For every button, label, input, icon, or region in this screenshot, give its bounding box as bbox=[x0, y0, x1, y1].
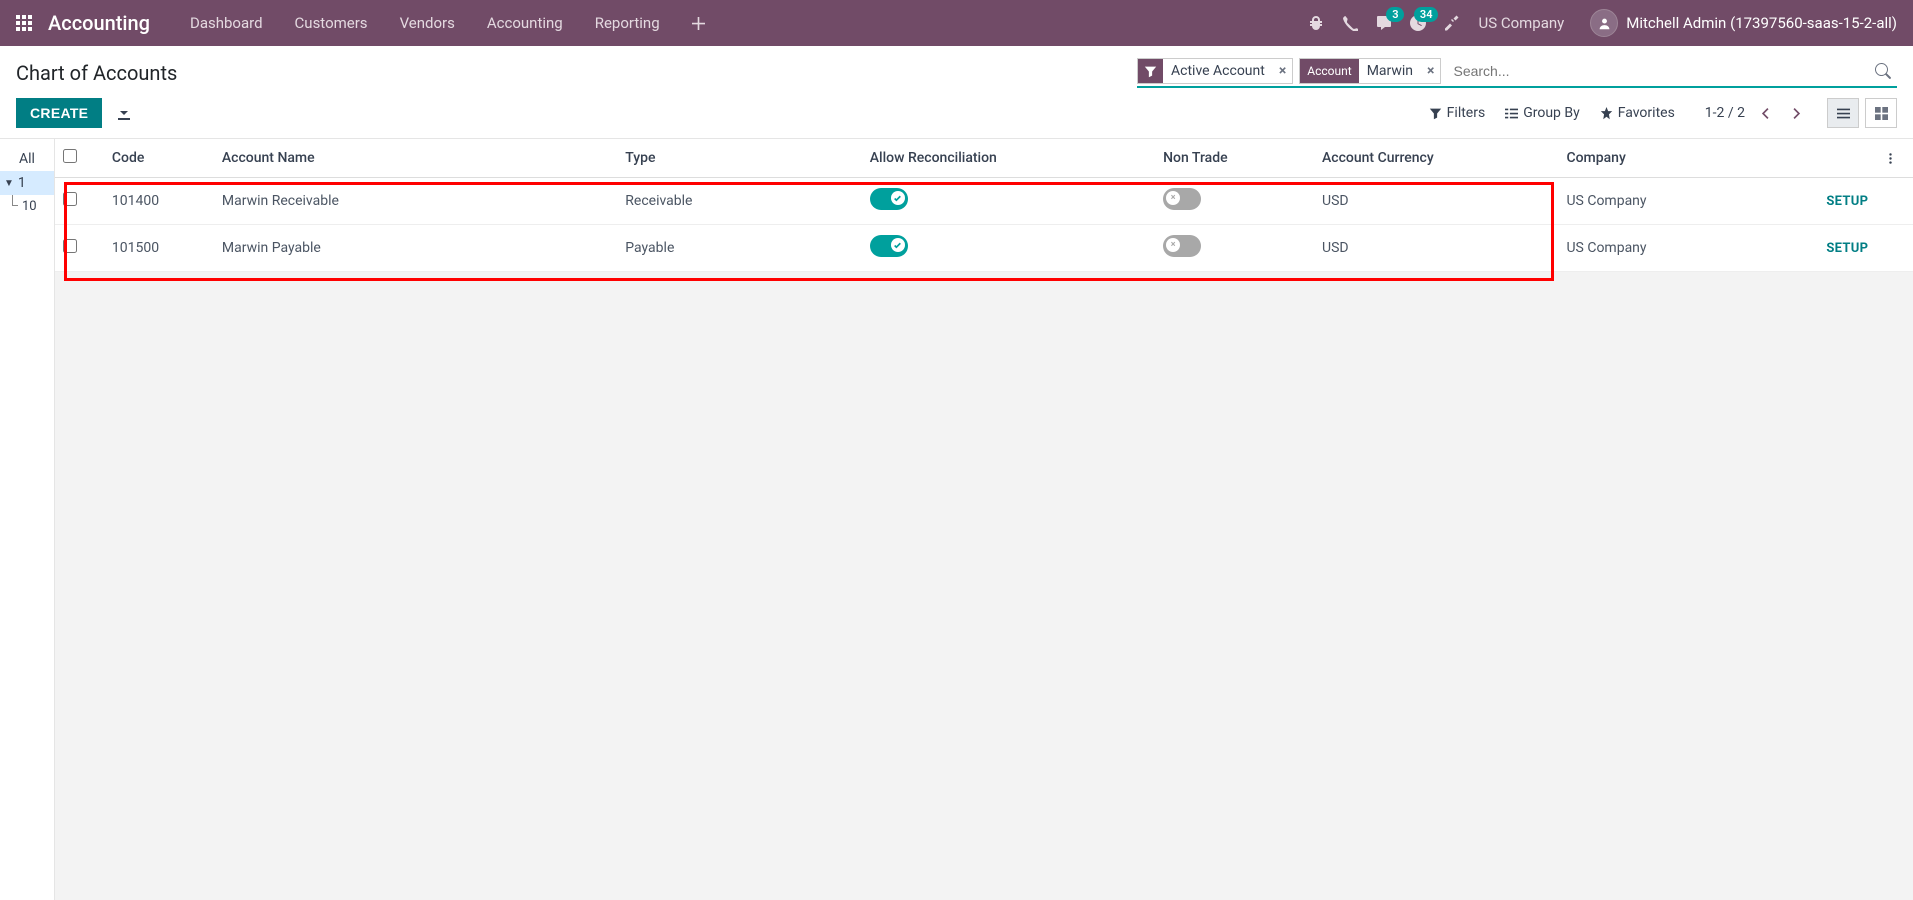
col-header-nontrade[interactable]: Non Trade bbox=[1155, 139, 1314, 178]
toggle-on[interactable] bbox=[870, 235, 908, 257]
groupby-button[interactable]: Group By bbox=[1505, 105, 1580, 121]
nav-link-reporting[interactable]: Reporting bbox=[579, 0, 676, 46]
sidebar-item-label: 10 bbox=[22, 199, 37, 214]
nav-link-vendors[interactable]: Vendors bbox=[384, 0, 471, 46]
apps-grid-icon[interactable] bbox=[16, 15, 32, 31]
messaging-badge: 3 bbox=[1386, 7, 1404, 22]
top-navbar: Accounting Dashboard Customers Vendors A… bbox=[0, 0, 1913, 46]
facet-remove-button[interactable]: × bbox=[1421, 63, 1440, 79]
toggle-on[interactable] bbox=[870, 188, 908, 210]
user-menu[interactable]: Mitchell Admin (17397560-saas-15-2-all) bbox=[1590, 9, 1897, 37]
control-panel: Chart of Accounts Active Account × Accou… bbox=[0, 46, 1913, 139]
cell-recon bbox=[862, 178, 1155, 225]
col-header-code[interactable]: Code bbox=[104, 139, 214, 178]
user-name: Mitchell Admin (17397560-saas-15-2-all) bbox=[1626, 14, 1897, 32]
row-checkbox[interactable] bbox=[63, 239, 77, 253]
setup-button[interactable]: SETUP bbox=[1826, 194, 1868, 209]
systray: 3 34 US Company Mitchell Admin (17397560… bbox=[1308, 9, 1897, 37]
import-icon[interactable] bbox=[116, 105, 132, 121]
nav-links: Dashboard Customers Vendors Accounting R… bbox=[174, 0, 721, 46]
cell-company: US Company bbox=[1558, 225, 1778, 272]
sidebar-item-1[interactable]: ▼ 1 bbox=[0, 171, 54, 195]
search-input[interactable] bbox=[1447, 59, 1861, 83]
select-all-checkbox[interactable] bbox=[63, 149, 77, 163]
table-row[interactable]: 101500Marwin PayablePayable × USDUS Compan… bbox=[55, 225, 1913, 272]
create-button[interactable]: CREATE bbox=[16, 98, 102, 128]
cell-code: 101500 bbox=[104, 225, 214, 272]
facet-value: Active Account bbox=[1163, 63, 1273, 79]
cell-nontrade: × bbox=[1155, 178, 1314, 225]
company-switcher[interactable]: US Company bbox=[1478, 14, 1564, 32]
cell-type: Payable bbox=[617, 225, 861, 272]
tools-icon[interactable] bbox=[1444, 15, 1460, 31]
nav-link-customers[interactable]: Customers bbox=[279, 0, 384, 46]
cell-currency: USD bbox=[1314, 178, 1558, 225]
col-header-type[interactable]: Type bbox=[617, 139, 861, 178]
filter-facet-icon bbox=[1138, 59, 1163, 83]
nav-link-dashboard[interactable]: Dashboard bbox=[174, 0, 279, 46]
cell-company: US Company bbox=[1558, 178, 1778, 225]
app-title[interactable]: Accounting bbox=[48, 11, 150, 35]
cell-recon bbox=[862, 225, 1155, 272]
cell-type: Receivable bbox=[617, 178, 861, 225]
messaging-icon[interactable]: 3 bbox=[1376, 15, 1392, 31]
cell-name: Marwin Payable bbox=[214, 225, 617, 272]
code-sidebar: All ▼ 1 10 bbox=[0, 139, 55, 900]
phone-icon[interactable] bbox=[1342, 15, 1358, 31]
col-header-company[interactable]: Company bbox=[1558, 139, 1778, 178]
sidebar-item-all[interactable]: All bbox=[0, 147, 54, 171]
setup-button[interactable]: SETUP bbox=[1826, 241, 1868, 256]
col-header-recon[interactable]: Allow Reconciliation bbox=[862, 139, 1155, 178]
pager: 1-2 / 2 bbox=[1705, 103, 1807, 124]
favorites-label: Favorites bbox=[1618, 105, 1675, 121]
col-header-currency[interactable]: Account Currency bbox=[1314, 139, 1558, 178]
facet-remove-button[interactable]: × bbox=[1273, 63, 1292, 79]
favorites-button[interactable]: Favorites bbox=[1600, 105, 1675, 121]
avatar-icon bbox=[1590, 9, 1618, 37]
main-area: All ▼ 1 10 Code Account Name Type Allow … bbox=[0, 139, 1913, 900]
sidebar-item-10[interactable]: 10 bbox=[0, 195, 54, 218]
toggle-off[interactable]: × bbox=[1163, 235, 1201, 257]
nav-link-accounting[interactable]: Accounting bbox=[471, 0, 579, 46]
table-row[interactable]: 101400Marwin ReceivableReceivable × USDUS … bbox=[55, 178, 1913, 225]
cell-code: 101400 bbox=[104, 178, 214, 225]
kanban-view-button[interactable] bbox=[1865, 98, 1897, 128]
filters-button[interactable]: Filters bbox=[1429, 105, 1486, 121]
search-facet-filter: Active Account × bbox=[1137, 58, 1293, 84]
debug-icon[interactable] bbox=[1308, 15, 1324, 31]
view-switcher bbox=[1827, 98, 1897, 128]
toggle-off[interactable]: × bbox=[1163, 188, 1201, 210]
search-icon[interactable] bbox=[1869, 63, 1897, 79]
activities-icon[interactable]: 34 bbox=[1410, 15, 1426, 31]
caret-down-icon: ▼ bbox=[4, 178, 14, 189]
accounts-table: Code Account Name Type Allow Reconciliat… bbox=[55, 139, 1913, 272]
pager-prev-button[interactable] bbox=[1755, 103, 1776, 124]
pager-text: 1-2 / 2 bbox=[1705, 105, 1745, 121]
nav-link-add[interactable] bbox=[676, 0, 721, 46]
cell-name: Marwin Receivable bbox=[214, 178, 617, 225]
activities-badge: 34 bbox=[1414, 7, 1439, 22]
cell-nontrade: × bbox=[1155, 225, 1314, 272]
sidebar-item-label: 1 bbox=[18, 175, 26, 191]
row-checkbox[interactable] bbox=[63, 192, 77, 206]
content-area: Code Account Name Type Allow Reconciliat… bbox=[55, 139, 1913, 900]
pager-next-button[interactable] bbox=[1786, 103, 1807, 124]
list-view-button[interactable] bbox=[1827, 98, 1859, 128]
page-title: Chart of Accounts bbox=[16, 61, 177, 85]
filters-label: Filters bbox=[1447, 105, 1486, 121]
facet-value: Marwin bbox=[1359, 63, 1421, 79]
search-facet-account: Account Marwin × bbox=[1299, 58, 1441, 84]
search-bar[interactable]: Active Account × Account Marwin × bbox=[1137, 58, 1897, 88]
col-header-name[interactable]: Account Name bbox=[214, 139, 617, 178]
facet-label: Account bbox=[1300, 59, 1358, 83]
table-options-icon[interactable] bbox=[1876, 139, 1913, 178]
groupby-label: Group By bbox=[1523, 105, 1580, 121]
cell-currency: USD bbox=[1314, 225, 1558, 272]
